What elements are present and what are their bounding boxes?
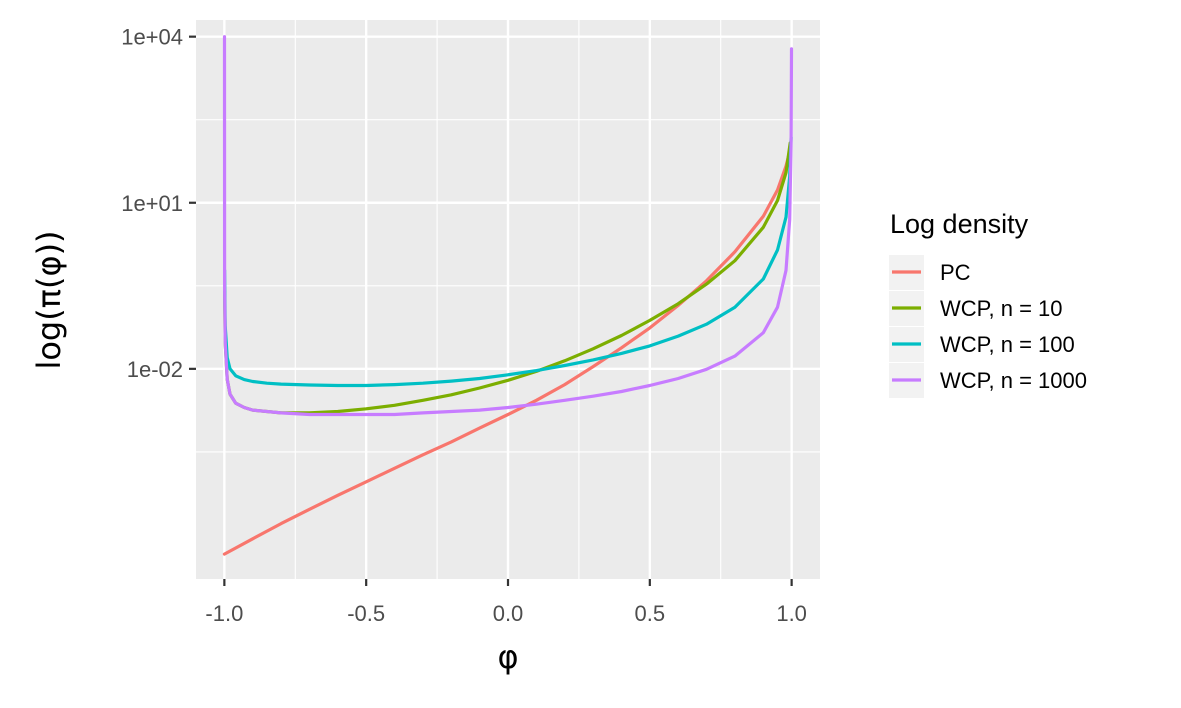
y-axis-title: log(π(φ)) xyxy=(30,230,68,369)
y-tick-label: 1e+01 xyxy=(121,191,183,216)
x-tick-label: 0.0 xyxy=(493,601,524,626)
axis-ticks xyxy=(189,35,793,586)
y-tick-label: 1e+04 xyxy=(121,25,183,50)
legend-items: PC WCP, n = 10 WCP, n = 100 WCP, n = 1000 xyxy=(889,255,1087,398)
series-line-wcp-n-1000 xyxy=(222,35,794,417)
legend-label-pc: PC xyxy=(940,260,971,285)
y-tick-label: 1e-02 xyxy=(127,357,183,382)
legend: Log density PC WCP, n = 10 WCP, n = 100 WCP… xyxy=(889,209,1087,398)
series-line-wcp-n-100 xyxy=(223,136,793,388)
x-axis-title: φ xyxy=(497,638,518,676)
legend-label-wcp-n-10: WCP, n = 10 xyxy=(940,296,1063,321)
x-tick-label: -0.5 xyxy=(347,601,385,626)
legend-title: Log density xyxy=(890,209,1029,239)
y-tick-labels: 1e-02 1e+01 1e+04 xyxy=(121,25,183,382)
x-tick-labels: -1.0 -0.5 0.0 0.5 1.0 xyxy=(205,601,807,626)
series-line-pc xyxy=(222,148,792,556)
x-tick-label: 1.0 xyxy=(776,601,807,626)
x-tick-label: 0.5 xyxy=(635,601,666,626)
x-tick-label: -1.0 xyxy=(205,601,243,626)
legend-label-wcp-n-100: WCP, n = 100 xyxy=(940,332,1075,357)
series-lines xyxy=(222,35,794,556)
legend-label-wcp-n-1000: WCP, n = 1000 xyxy=(940,368,1087,393)
